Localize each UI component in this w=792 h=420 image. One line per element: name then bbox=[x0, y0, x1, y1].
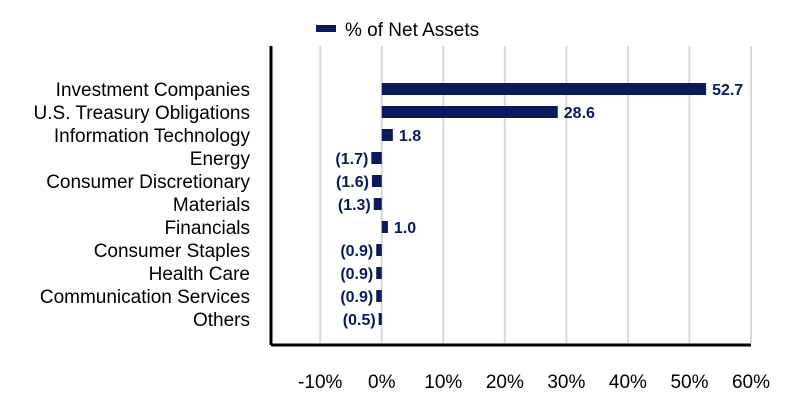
legend-label: % of Net Assets bbox=[345, 20, 479, 41]
category-label: Information Technology bbox=[54, 126, 251, 147]
category-label: Health Care bbox=[149, 264, 250, 285]
category-label: Others bbox=[193, 310, 250, 331]
data-label: 52.7 bbox=[712, 82, 743, 99]
bar bbox=[371, 175, 382, 187]
bar bbox=[378, 313, 382, 325]
legend: % of Net Assets bbox=[316, 20, 479, 41]
category-label: U.S. Treasury Obligations bbox=[34, 103, 250, 124]
data-label: 1.0 bbox=[394, 220, 416, 237]
bar bbox=[381, 106, 558, 118]
x-tick-label: 0% bbox=[368, 372, 396, 393]
bar bbox=[381, 221, 388, 233]
bar bbox=[371, 152, 382, 164]
gridlines bbox=[319, 46, 752, 343]
x-tick-label: 20% bbox=[486, 372, 524, 393]
category-label: Consumer Staples bbox=[94, 241, 250, 262]
bar bbox=[376, 290, 382, 302]
bar bbox=[376, 244, 382, 256]
bar bbox=[381, 83, 707, 95]
data-label: (1.6) bbox=[336, 174, 369, 191]
category-label: Consumer Discretionary bbox=[46, 172, 250, 193]
x-tick-label: -10% bbox=[298, 372, 342, 393]
x-tick-label: 30% bbox=[547, 372, 585, 393]
x-tick-label: 60% bbox=[732, 372, 770, 393]
data-label: (0.5) bbox=[343, 312, 376, 329]
x-tick-label: 40% bbox=[609, 372, 647, 393]
data-label: (0.9) bbox=[340, 266, 373, 283]
data-labels: 52.7 28.6 1.8 (1.7) (1.6) (1.3) 1.0 (0.9) (0.9) (… bbox=[335, 82, 743, 329]
data-label: 28.6 bbox=[564, 105, 595, 122]
bar bbox=[376, 267, 382, 279]
data-label: 1.8 bbox=[399, 128, 421, 145]
category-label: Financials bbox=[164, 218, 250, 239]
data-label: (0.9) bbox=[340, 243, 373, 260]
data-label: (1.7) bbox=[335, 151, 368, 168]
category-label: Energy bbox=[190, 149, 251, 170]
category-label: Communication Services bbox=[40, 287, 250, 308]
axes bbox=[269, 46, 751, 347]
data-label: (0.9) bbox=[340, 289, 373, 306]
x-tick-label: 50% bbox=[670, 372, 708, 393]
category-label: Materials bbox=[173, 195, 250, 216]
bars bbox=[371, 83, 707, 325]
bar bbox=[373, 198, 382, 210]
data-label: (1.3) bbox=[338, 197, 371, 214]
bar bbox=[381, 129, 393, 141]
x-axis-tick-labels: -10% 0% 10% 20% 30% 40% 50% 60% bbox=[298, 372, 770, 393]
legend-swatch bbox=[316, 25, 336, 32]
category-label: Investment Companies bbox=[56, 80, 250, 101]
x-tick-label: 10% bbox=[424, 372, 462, 393]
